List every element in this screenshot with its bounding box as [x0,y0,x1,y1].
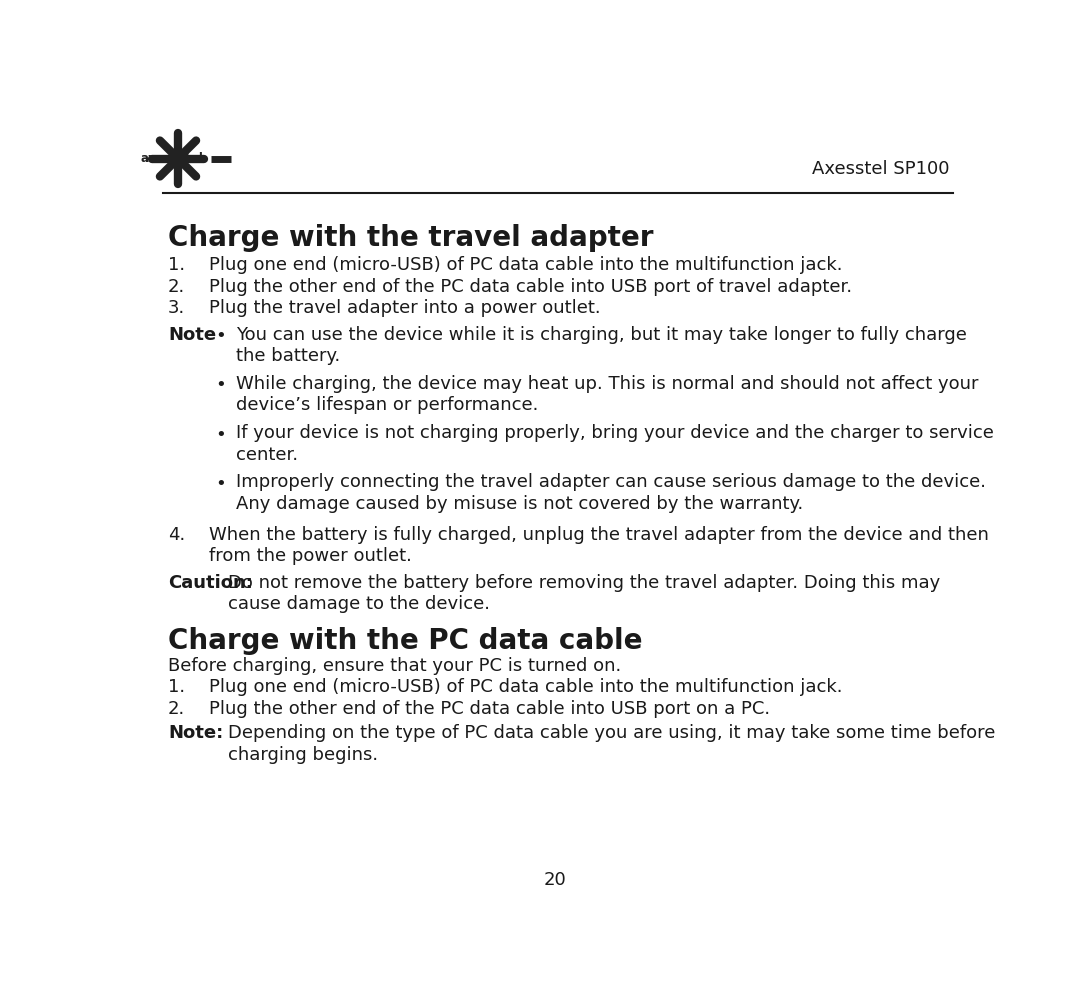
Text: Charge with the PC data cable: Charge with the PC data cable [168,627,642,655]
Text: Plug the other end of the PC data cable into USB port on a PC.: Plug the other end of the PC data cable … [209,700,770,718]
Text: When the battery is fully charged, unplug the travel adapter from the device and: When the battery is fully charged, unplu… [209,526,989,544]
Text: 2.: 2. [168,278,185,296]
Text: the battery.: the battery. [236,347,340,365]
Text: axess•tel: axess•tel [141,152,204,165]
Text: If your device is not charging properly, bring your device and the charger to se: If your device is not charging properly,… [236,424,994,442]
Text: Charge with the travel adapter: Charge with the travel adapter [168,224,653,252]
Text: •: • [216,327,226,345]
Text: 2.: 2. [168,700,185,718]
Text: Improperly connecting the travel adapter can cause serious damage to the device.: Improperly connecting the travel adapter… [236,473,987,491]
Text: Plug the travel adapter into a power outlet.: Plug the travel adapter into a power out… [209,299,601,317]
Text: Plug one end (micro-USB) of PC data cable into the multifunction jack.: Plug one end (micro-USB) of PC data cabl… [209,256,843,274]
Text: device’s lifespan or performance.: device’s lifespan or performance. [236,396,538,414]
Text: Note:: Note: [168,724,223,742]
Text: Caution:: Caution: [168,574,252,592]
Text: Note: Note [168,326,216,344]
Text: 3.: 3. [168,299,185,317]
Text: Plug the other end of the PC data cable into USB port of travel adapter.: Plug the other end of the PC data cable … [209,278,852,296]
Text: 1.: 1. [168,678,185,696]
Text: Depending on the type of PC data cable you are using, it may take some time befo: Depending on the type of PC data cable y… [229,724,995,742]
Text: 1.: 1. [168,256,185,274]
Text: •: • [216,426,226,444]
Text: 20: 20 [544,871,566,889]
Text: •: • [216,475,226,493]
Text: Before charging, ensure that your PC is turned on.: Before charging, ensure that your PC is … [168,657,622,675]
Text: cause damage to the device.: cause damage to the device. [229,595,491,613]
Text: You can use the device while it is charging, but it may take longer to fully cha: You can use the device while it is charg… [236,326,967,344]
Text: from the power outlet.: from the power outlet. [209,547,412,565]
Text: Plug one end (micro-USB) of PC data cable into the multifunction jack.: Plug one end (micro-USB) of PC data cabl… [209,678,843,696]
Text: Do not remove the battery before removing the travel adapter. Doing this may: Do not remove the battery before removin… [229,574,941,592]
Text: •: • [216,376,226,394]
Text: charging begins.: charging begins. [229,746,378,764]
Text: center.: center. [236,446,298,464]
Text: 4.: 4. [168,526,185,544]
Text: While charging, the device may heat up. This is normal and should not affect you: While charging, the device may heat up. … [236,375,979,393]
Text: Axesstel SP100: Axesstel SP100 [811,160,949,178]
Text: Any damage caused by misuse is not covered by the warranty.: Any damage caused by misuse is not cover… [236,495,804,513]
